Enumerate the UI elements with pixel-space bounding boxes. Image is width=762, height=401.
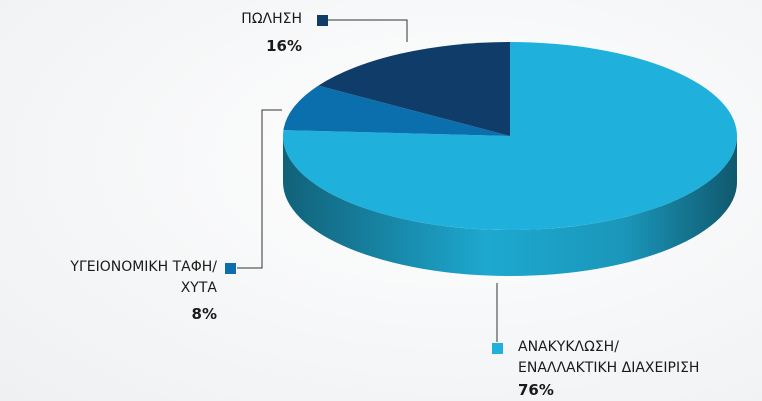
value-label: 8% [191,305,217,323]
value-label: 76% [518,381,554,399]
side-shade [283,136,737,276]
leader-lines [237,19,498,342]
slice [283,85,510,136]
value-label: 16% [266,37,302,55]
legend-swatch [225,263,236,274]
label: ΥΓΕΙΟΝΟΜΙΚΗ ΤΑΦΗ/ ΧΥΤΑ [70,259,217,296]
legend-swatch [317,15,328,26]
slice [318,41,510,136]
label: ΑΝΑΚΥΚΛΩΣΗ/ ΕΝΑΛΛΑΚΤΙΚΗ ΔΙΑΧΕΙΡΙΣΗ [518,339,700,376]
label: ΠΩΛΗΣΗ [241,11,302,27]
legend-swatch [492,343,503,354]
